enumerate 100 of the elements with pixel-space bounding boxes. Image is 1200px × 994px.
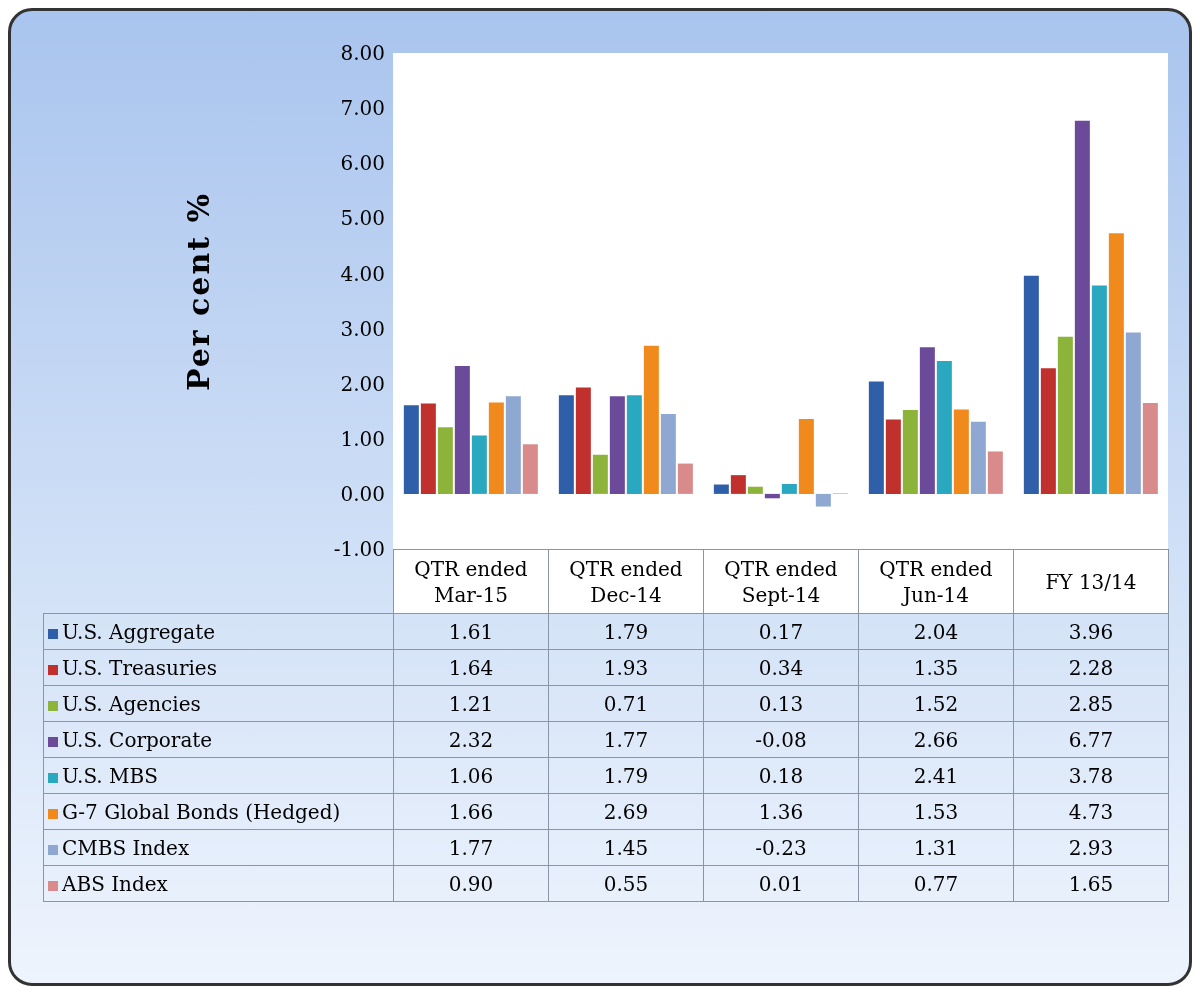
data-label: 0.55 [548, 865, 704, 902]
data-label: 1.77 [548, 721, 704, 758]
bar [970, 421, 986, 494]
bar [781, 483, 797, 494]
y-tick-label: 2.00 [340, 371, 385, 396]
data-label: 0.17 [703, 613, 859, 650]
data-label: 2.41 [858, 757, 1014, 794]
bar [798, 418, 814, 494]
data-label: 2.66 [858, 721, 1014, 758]
data-label: 2.93 [1013, 829, 1169, 866]
bar [643, 345, 659, 494]
bar [815, 493, 831, 507]
bar [936, 361, 952, 494]
data-label: 1.36 [703, 793, 859, 830]
bar [902, 410, 918, 494]
y-tick-label: 3.00 [340, 316, 385, 341]
bar [953, 409, 969, 494]
legend-label: U.S. Corporate [43, 721, 394, 758]
bar [987, 451, 1003, 494]
data-label: 1.31 [858, 829, 1014, 866]
data-label: 2.69 [548, 793, 704, 830]
data-label: -0.08 [703, 721, 859, 758]
bar [660, 413, 676, 494]
bar [575, 387, 591, 494]
bar [747, 486, 763, 494]
bar [558, 395, 574, 494]
data-label: 1.64 [393, 649, 549, 686]
bar [522, 444, 538, 494]
bar [403, 405, 419, 494]
legend-label: CMBS Index [43, 829, 394, 866]
bar [1057, 336, 1073, 494]
bar [505, 396, 521, 494]
data-label: 0.18 [703, 757, 859, 794]
legend-label: ABS Index [43, 865, 394, 902]
data-label: 0.34 [703, 649, 859, 686]
bar [1040, 368, 1056, 494]
bar [1125, 332, 1141, 494]
legend-label: U.S. Aggregate [43, 613, 394, 650]
bar [1142, 402, 1158, 494]
bar [420, 403, 436, 494]
data-label: 0.01 [703, 865, 859, 902]
y-tick-label: 0.00 [340, 481, 385, 506]
data-label: 2.04 [858, 613, 1014, 650]
legend-label: G-7 Global Bonds (Hedged) [43, 793, 394, 830]
bar [885, 419, 901, 494]
data-label: 2.85 [1013, 685, 1169, 722]
data-label: 3.96 [1013, 613, 1169, 650]
data-label: 1.45 [548, 829, 704, 866]
data-label: -0.23 [703, 829, 859, 866]
bar [919, 347, 935, 494]
data-label: 1.21 [393, 685, 549, 722]
y-tick-label: -1.00 [333, 537, 385, 562]
data-label: 4.73 [1013, 793, 1169, 830]
x-tick-label: QTR ended Mar-15 [393, 549, 549, 614]
y-tick-label: 5.00 [340, 206, 385, 231]
bar [471, 435, 487, 494]
data-label: 1.66 [393, 793, 549, 830]
data-label: 0.13 [703, 685, 859, 722]
y-tick-label: 4.00 [340, 261, 385, 286]
x-tick-label: FY 13/14 [1013, 549, 1169, 614]
bar [677, 463, 693, 494]
bar [1091, 285, 1107, 494]
bar [1074, 120, 1090, 494]
bar [454, 366, 470, 494]
bar [488, 402, 504, 494]
data-label: 0.71 [548, 685, 704, 722]
data-label: 1.65 [1013, 865, 1169, 902]
data-label: 0.77 [858, 865, 1014, 902]
x-tick-label: QTR ended Sept-14 [703, 549, 859, 614]
data-label: 1.06 [393, 757, 549, 794]
bar [713, 484, 729, 494]
data-label: 1.35 [858, 649, 1014, 686]
data-label: 2.28 [1013, 649, 1169, 686]
data-label: 0.90 [393, 865, 549, 902]
data-label: 1.77 [393, 829, 549, 866]
x-tick-label: QTR ended Jun-14 [858, 549, 1014, 614]
bar [868, 381, 884, 494]
bar [626, 395, 642, 494]
data-label: 1.79 [548, 613, 704, 650]
bar [1108, 233, 1124, 494]
data-label: 3.78 [1013, 757, 1169, 794]
legend-label: U.S. MBS [43, 757, 394, 794]
legend-label: U.S. Agencies [43, 685, 394, 722]
y-tick-label: 7.00 [340, 96, 385, 121]
bar [437, 427, 453, 494]
y-tick-label: 1.00 [340, 426, 385, 451]
bar [592, 454, 608, 494]
bar [730, 475, 746, 494]
data-label: 1.52 [858, 685, 1014, 722]
y-tick-label: 8.00 [340, 41, 385, 66]
bar [609, 396, 625, 494]
x-tick-label: QTR ended Dec-14 [548, 549, 704, 614]
data-label: 2.32 [393, 721, 549, 758]
data-label: 1.53 [858, 793, 1014, 830]
bar [1023, 275, 1039, 494]
data-label: 1.79 [548, 757, 704, 794]
legend-label: U.S. Treasuries [43, 649, 394, 686]
y-axis-title: Per cent % [181, 190, 217, 393]
data-label: 6.77 [1013, 721, 1169, 758]
bar [764, 493, 780, 499]
